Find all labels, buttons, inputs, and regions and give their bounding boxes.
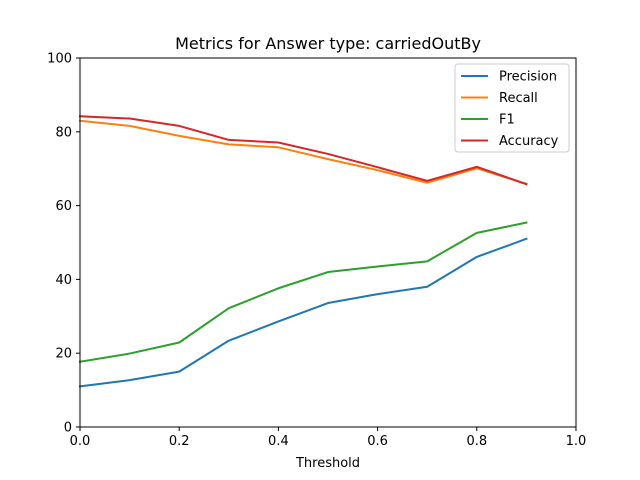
series-layer <box>78 115 528 388</box>
y-tick-label: 20 <box>55 347 72 362</box>
x-axis-label: Threshold <box>295 456 360 471</box>
x-tick-label: 1.0 <box>566 434 587 449</box>
axes-layer: 0.0 0.2 0.4 0.6 0.8 1.0 0 20 40 60 80 100 <box>47 52 586 450</box>
series-line-f1 <box>78 221 528 363</box>
legend-label-f1: F1 <box>499 113 515 128</box>
y-tick-label: 100 <box>47 52 72 67</box>
legend-box <box>454 63 570 153</box>
x-tick-label: 0.8 <box>466 434 487 449</box>
legend-label-accuracy: Accuracy <box>499 134 559 149</box>
x-tick-label: 0.6 <box>367 434 388 449</box>
y-tick-label: 60 <box>55 199 72 214</box>
y-tick-label: 80 <box>55 125 72 140</box>
x-tick-label: 0.2 <box>169 434 190 449</box>
x-tick-label: 0.4 <box>268 434 289 449</box>
legend-label-recall: Recall <box>499 91 538 106</box>
series-line-precision <box>78 237 528 388</box>
legend-label-precision: Precision <box>499 70 557 85</box>
x-tick-label: 0.0 <box>70 434 91 449</box>
plot-frame <box>79 57 577 428</box>
chart-title: Metrics for Answer type: carriedOutBy <box>175 34 481 53</box>
y-tick-label: 40 <box>55 273 72 288</box>
y-tick-label: 0 <box>64 421 72 436</box>
series-line-accuracy <box>78 115 528 186</box>
series-line-recall <box>78 119 528 186</box>
legend: Precision Recall F1 Accuracy <box>454 63 570 153</box>
